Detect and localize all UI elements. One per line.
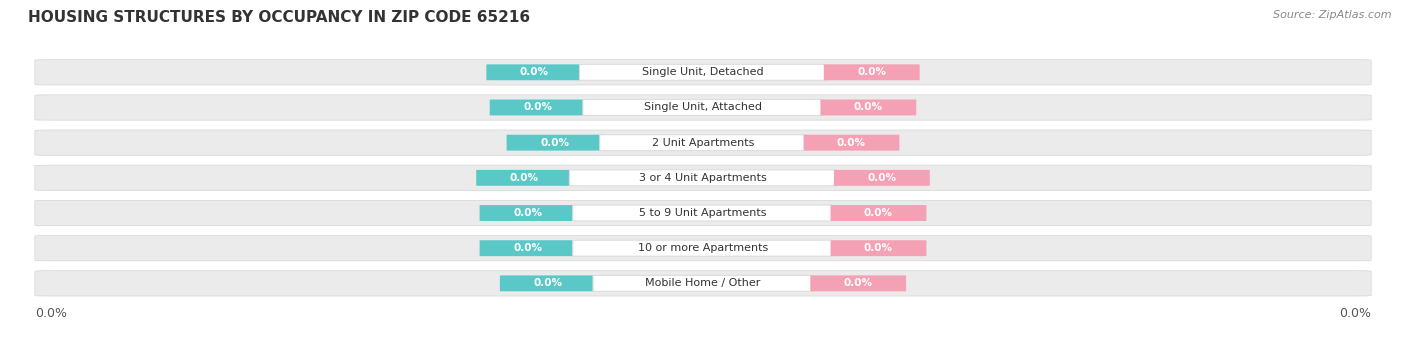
Text: 0.0%: 0.0% [868, 173, 897, 183]
Text: 0.0%: 0.0% [844, 278, 873, 288]
FancyBboxPatch shape [479, 240, 575, 256]
FancyBboxPatch shape [501, 275, 596, 291]
FancyBboxPatch shape [479, 205, 575, 221]
Text: 10 or more Apartments: 10 or more Apartments [638, 243, 768, 253]
Text: 0.0%: 0.0% [509, 173, 538, 183]
Text: 2 Unit Apartments: 2 Unit Apartments [652, 138, 754, 148]
FancyBboxPatch shape [583, 100, 823, 116]
FancyBboxPatch shape [489, 100, 585, 116]
Text: 0.0%: 0.0% [863, 208, 893, 218]
Text: 0.0%: 0.0% [523, 103, 553, 113]
Text: 5 to 9 Unit Apartments: 5 to 9 Unit Apartments [640, 208, 766, 218]
FancyBboxPatch shape [35, 130, 1371, 155]
Text: 0.0%: 0.0% [513, 208, 543, 218]
Text: 0.0%: 0.0% [540, 138, 569, 148]
FancyBboxPatch shape [824, 64, 920, 80]
FancyBboxPatch shape [572, 240, 834, 256]
FancyBboxPatch shape [572, 205, 834, 221]
FancyBboxPatch shape [35, 165, 1371, 190]
Text: Mobile Home / Other: Mobile Home / Other [645, 278, 761, 288]
FancyBboxPatch shape [831, 240, 927, 256]
Text: 3 or 4 Unit Apartments: 3 or 4 Unit Apartments [640, 173, 766, 183]
Text: Source: ZipAtlas.com: Source: ZipAtlas.com [1274, 10, 1392, 20]
Text: 0.0%: 0.0% [520, 67, 548, 77]
FancyBboxPatch shape [579, 64, 827, 80]
Text: 0.0%: 0.0% [533, 278, 562, 288]
Text: Single Unit, Detached: Single Unit, Detached [643, 67, 763, 77]
FancyBboxPatch shape [600, 135, 806, 151]
FancyBboxPatch shape [35, 271, 1371, 296]
FancyBboxPatch shape [831, 205, 927, 221]
FancyBboxPatch shape [834, 170, 929, 186]
Text: 0.0%: 0.0% [837, 138, 866, 148]
FancyBboxPatch shape [506, 135, 602, 150]
Text: 0.0%: 0.0% [1339, 307, 1371, 320]
FancyBboxPatch shape [35, 200, 1371, 226]
Text: HOUSING STRUCTURES BY OCCUPANCY IN ZIP CODE 65216: HOUSING STRUCTURES BY OCCUPANCY IN ZIP C… [28, 10, 530, 25]
Text: 0.0%: 0.0% [513, 243, 543, 253]
Text: Single Unit, Attached: Single Unit, Attached [644, 103, 762, 113]
FancyBboxPatch shape [593, 275, 813, 291]
Text: 0.0%: 0.0% [35, 307, 67, 320]
FancyBboxPatch shape [804, 135, 900, 150]
FancyBboxPatch shape [569, 170, 837, 186]
FancyBboxPatch shape [810, 275, 905, 291]
FancyBboxPatch shape [486, 64, 582, 80]
FancyBboxPatch shape [35, 236, 1371, 261]
Text: 0.0%: 0.0% [858, 67, 886, 77]
FancyBboxPatch shape [821, 100, 917, 116]
FancyBboxPatch shape [35, 95, 1371, 120]
FancyBboxPatch shape [35, 60, 1371, 85]
Text: 0.0%: 0.0% [863, 243, 893, 253]
Text: 0.0%: 0.0% [853, 103, 883, 113]
FancyBboxPatch shape [477, 170, 572, 186]
